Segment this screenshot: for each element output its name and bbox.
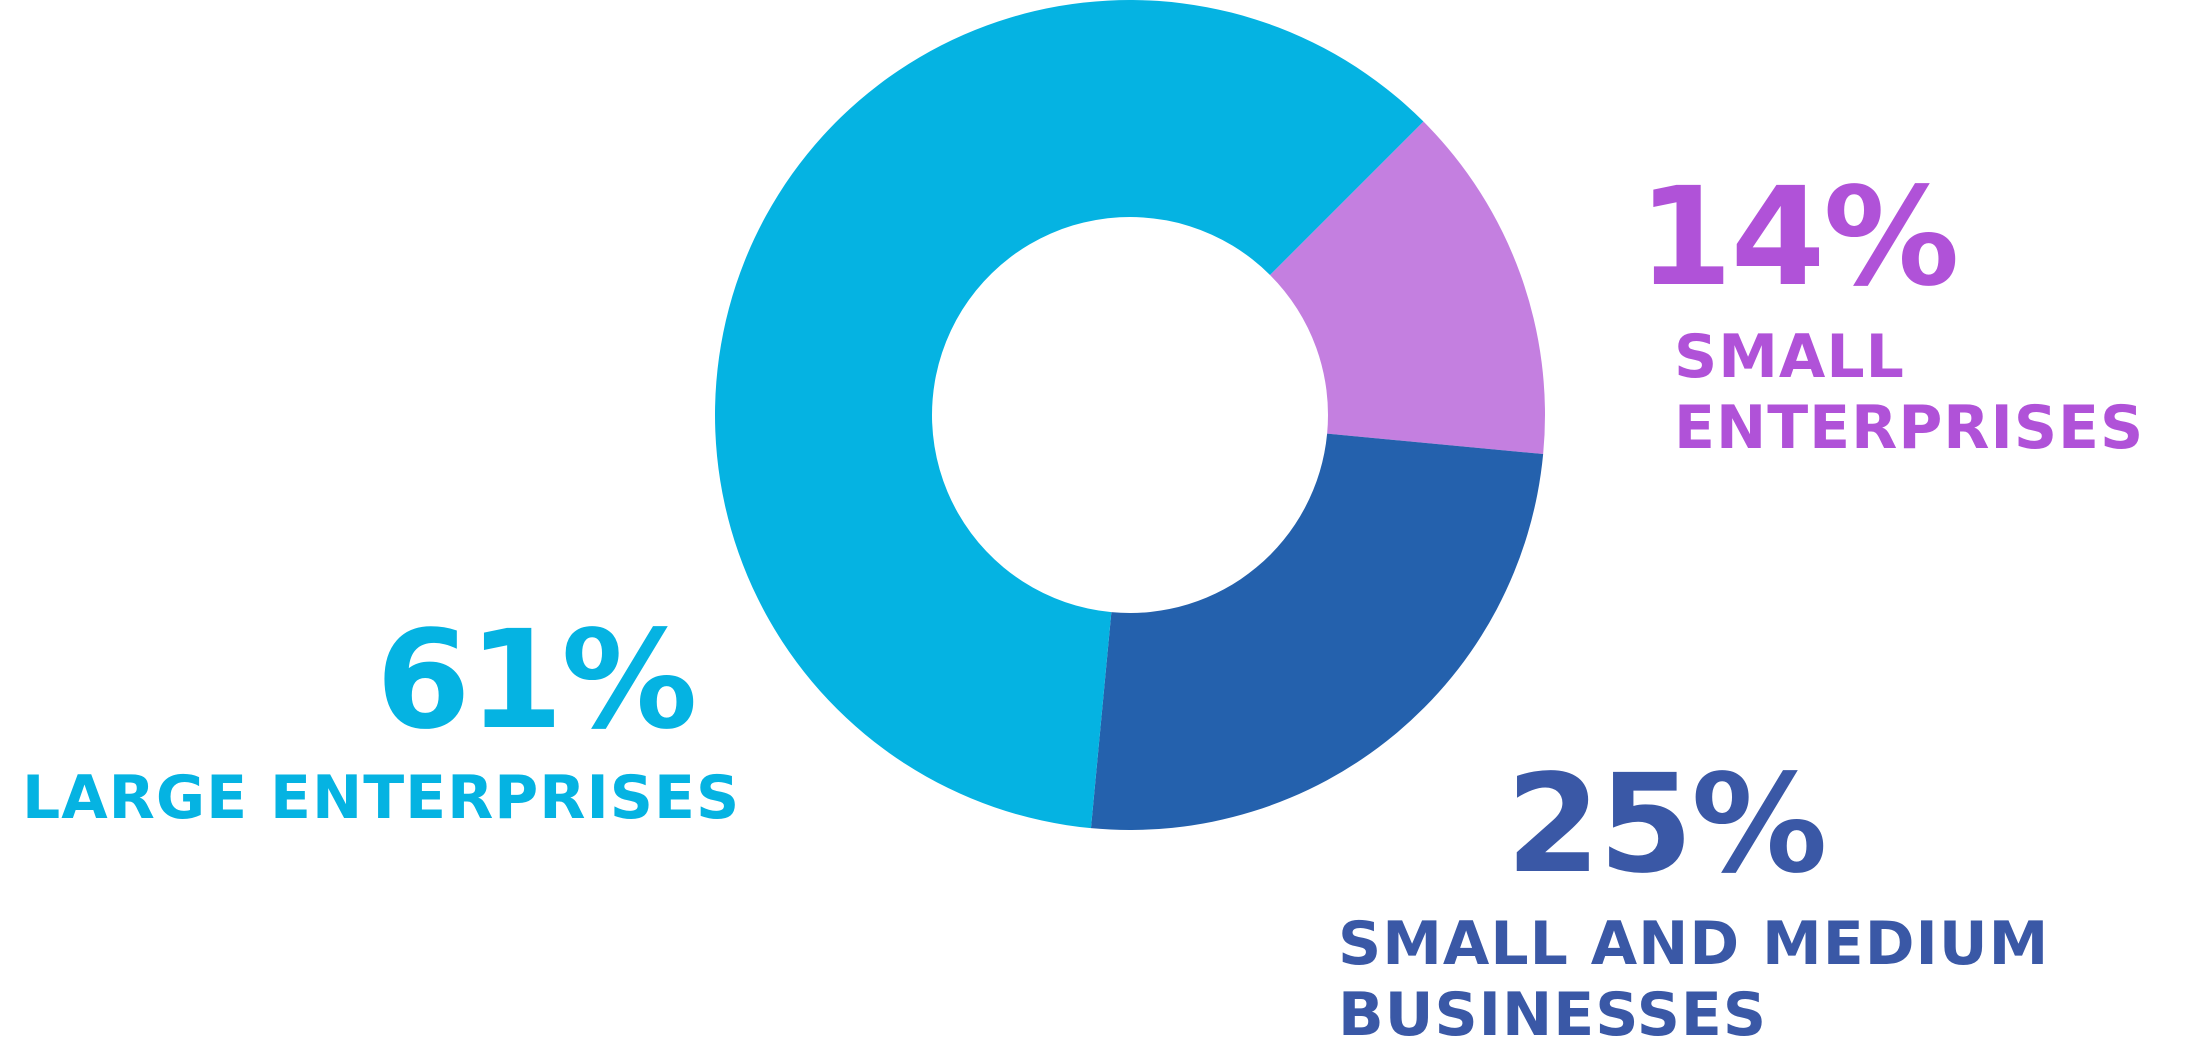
category-small-enterprises-line2: ENTERPRISES [1674, 392, 2145, 463]
label-smb: 25% SMALL AND MEDIUM BUSINESSES [1338, 757, 2049, 1051]
percent-small-enterprises: 14% [1638, 159, 1960, 317]
slice-large-enterprises [715, 0, 1424, 829]
category-large-enterprises: LARGE ENTERPRISES [22, 763, 741, 833]
slice-small-and-medium-businesses [1090, 433, 1544, 830]
donut-slices [715, 0, 1545, 830]
slice-small-enterprises [1270, 121, 1545, 455]
label-small-enterprises: 14% SMALL ENTERPRISES [1638, 170, 2144, 464]
category-smb-line1: SMALL AND MEDIUM [1338, 909, 2050, 979]
percent-large-enterprises: 61% [376, 602, 698, 760]
category-smb-line2: BUSINESSES [1338, 979, 1768, 1050]
category-small-enterprises-line1: SMALL [1674, 322, 1905, 392]
percent-smb: 25% [1506, 746, 1828, 904]
label-large-enterprises: 61% LARGE ENTERPRISES [22, 613, 740, 834]
